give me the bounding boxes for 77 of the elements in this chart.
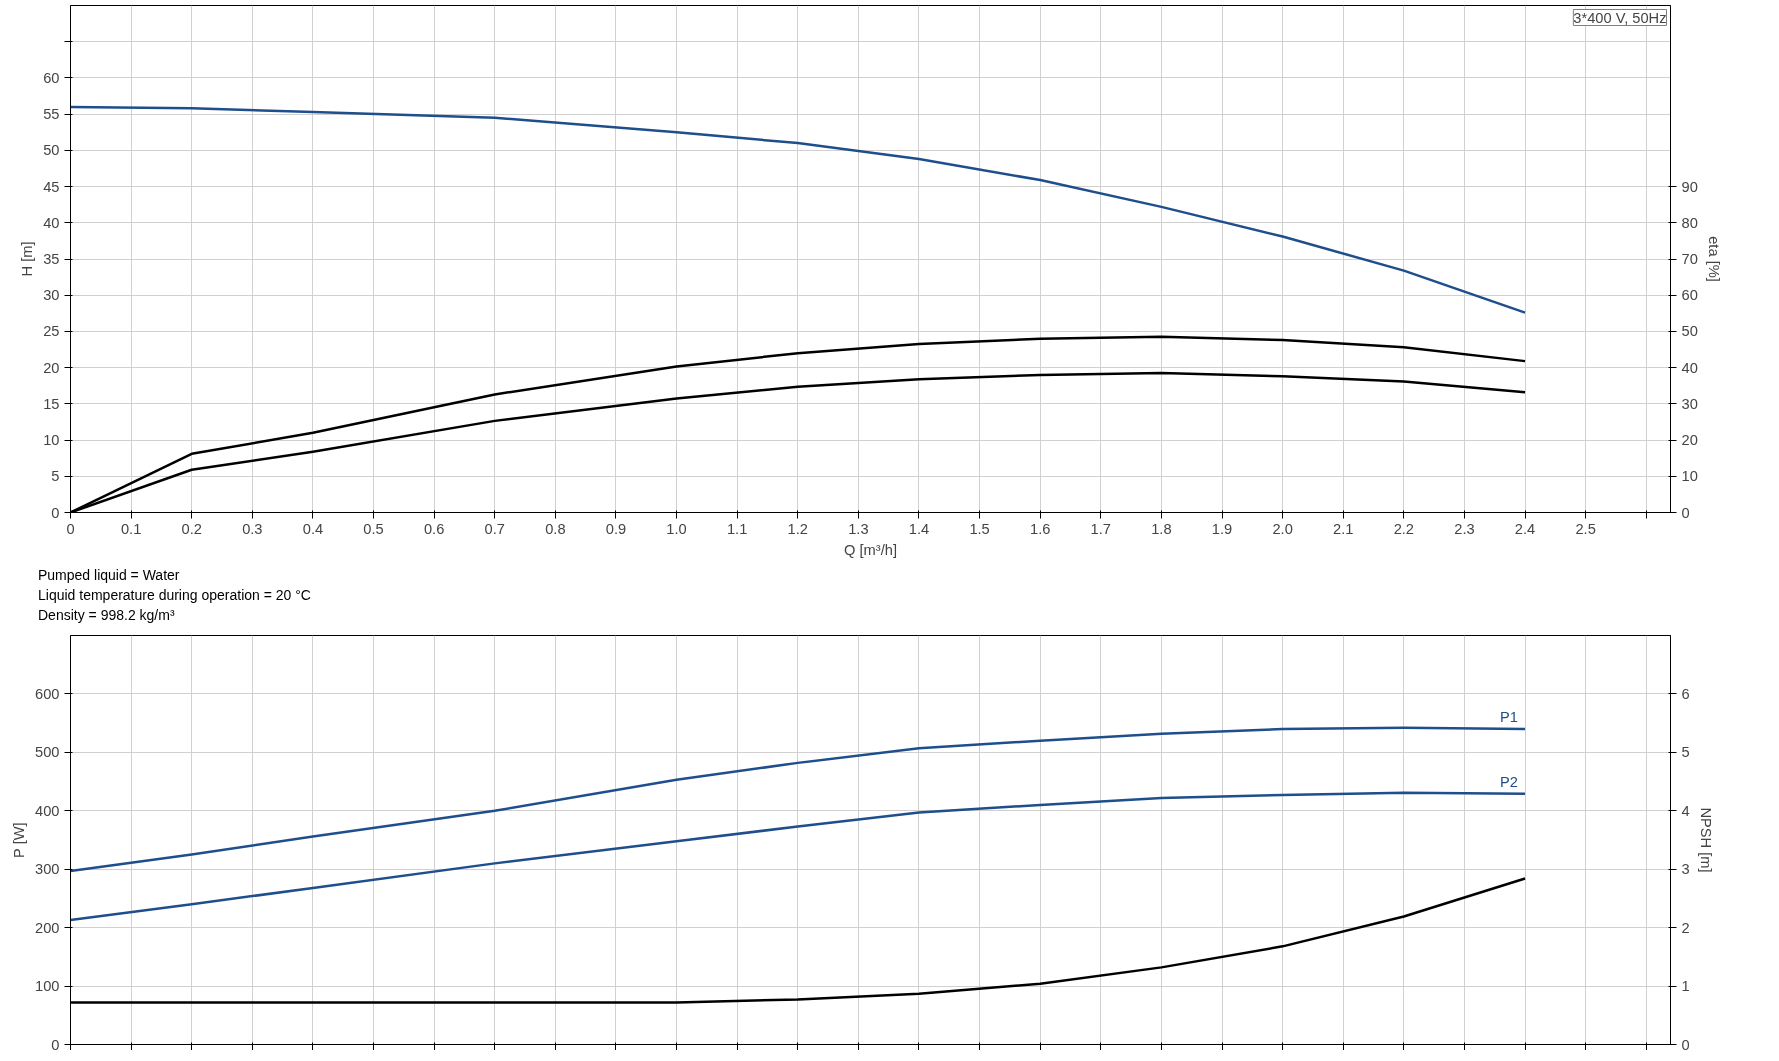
text: Liquid temperature during operation = 20 °C bbox=[38, 587, 311, 603]
x-tick-label: 0 bbox=[66, 520, 75, 537]
y-tick-label: 60 bbox=[43, 69, 60, 86]
y-tick-label: 100 bbox=[35, 978, 60, 995]
x-tick-label: 2.4 bbox=[1514, 520, 1536, 537]
x-tick-label: 1.7 bbox=[1090, 520, 1111, 537]
x-tick-label: 2.2 bbox=[1393, 520, 1415, 537]
y2-tick-label: 30 bbox=[1681, 395, 1698, 412]
x-tick-label: 0.8 bbox=[545, 520, 566, 537]
y-tick-label: 20 bbox=[43, 359, 60, 376]
y-tick-label: 35 bbox=[43, 251, 60, 267]
y-tick-label: 5 bbox=[51, 468, 60, 485]
line-series bbox=[70, 791, 1527, 922]
series-label: P2 bbox=[1500, 773, 1518, 790]
y2-tick-label: 40 bbox=[1681, 359, 1698, 376]
y-tick-label: 50 bbox=[43, 142, 60, 159]
x-tick-label: 1.8 bbox=[1151, 520, 1172, 537]
annotation: 3*400 V, 50Hz bbox=[1573, 9, 1667, 26]
y-tick-label: 40 bbox=[43, 214, 60, 231]
y2-axis-title: eta [%] bbox=[1705, 236, 1722, 282]
y2-tick-label: 80 bbox=[1681, 214, 1698, 231]
x-axis-title: Q [m³/h] bbox=[844, 541, 897, 558]
y-tick-label: 25 bbox=[43, 323, 60, 340]
y-tick-label: 200 bbox=[35, 919, 60, 936]
y2-tick-label: 6 bbox=[1681, 685, 1690, 702]
y2-tick-label: 70 bbox=[1681, 251, 1698, 267]
y-tick-label: 45 bbox=[43, 178, 60, 195]
y-axis-title: H [m] bbox=[19, 241, 36, 277]
y2-axis-title: NPSH [m] bbox=[1697, 807, 1714, 873]
line-series bbox=[70, 105, 1527, 314]
x-tick-label: 0.1 bbox=[120, 520, 142, 537]
y2-tick-label: 90 bbox=[1681, 178, 1698, 195]
x-tick-label: 1.9 bbox=[1211, 520, 1233, 537]
y-tick-label: 30 bbox=[43, 287, 60, 304]
y-tick-label: 300 bbox=[35, 861, 60, 878]
x-tick-label: 1.0 bbox=[666, 520, 687, 537]
x-tick-label: 1.6 bbox=[1030, 520, 1051, 537]
text: Density = 998.2 kg/m³ bbox=[38, 607, 175, 623]
y-tick-label: 600 bbox=[35, 685, 60, 702]
x-tick-label: 0.7 bbox=[484, 520, 505, 537]
y-tick-label: 0 bbox=[51, 1036, 60, 1053]
x-tick-label: 0.3 bbox=[242, 520, 263, 537]
text: Pumped liquid = Water bbox=[38, 567, 180, 583]
y-tick-label: 15 bbox=[43, 395, 60, 412]
y-tick-label: 500 bbox=[35, 744, 60, 761]
x-tick-label: 2.5 bbox=[1575, 520, 1596, 537]
x-tick-label: 2.3 bbox=[1454, 520, 1475, 537]
x-tick-label: 2.1 bbox=[1333, 520, 1354, 537]
y2-tick-label: 1 bbox=[1681, 978, 1690, 995]
x-tick-label: 1.3 bbox=[848, 520, 869, 537]
x-tick-label: 1.5 bbox=[969, 520, 990, 537]
y-tick-label: 55 bbox=[43, 106, 60, 123]
y2-tick-label: 3 bbox=[1681, 861, 1690, 878]
x-tick-label: 1.4 bbox=[908, 520, 930, 537]
x-tick-label: 0.2 bbox=[181, 520, 202, 537]
y2-tick-label: 5 bbox=[1681, 744, 1690, 761]
y-tick-label: 400 bbox=[35, 802, 60, 819]
x-tick-label: 0.6 bbox=[423, 520, 445, 537]
y2-tick-label: 4 bbox=[1681, 802, 1690, 819]
y2-tick-label: 50 bbox=[1681, 323, 1698, 340]
y-axis-title: P [W] bbox=[11, 822, 28, 858]
y2-tick-label: 0 bbox=[1681, 1036, 1690, 1053]
series-label: P1 bbox=[1500, 708, 1518, 725]
y2-tick-label: 2 bbox=[1681, 919, 1690, 936]
x-tick-label: 0.4 bbox=[302, 520, 324, 537]
y2-tick-label: 20 bbox=[1681, 432, 1698, 449]
line-series bbox=[70, 726, 1527, 873]
x-tick-label: 2.0 bbox=[1272, 520, 1293, 537]
y2-tick-label: 10 bbox=[1681, 468, 1698, 485]
y2-tick-label: 60 bbox=[1681, 287, 1698, 304]
y-tick-label: 10 bbox=[43, 432, 60, 449]
x-tick-label: 0.9 bbox=[605, 520, 627, 537]
y-tick-label: 0 bbox=[51, 504, 60, 521]
x-tick-label: 1.1 bbox=[726, 520, 748, 537]
x-tick-label: 0.5 bbox=[363, 520, 384, 537]
x-tick-label: 1.2 bbox=[787, 520, 808, 537]
y2-tick-label: 0 bbox=[1681, 504, 1690, 521]
